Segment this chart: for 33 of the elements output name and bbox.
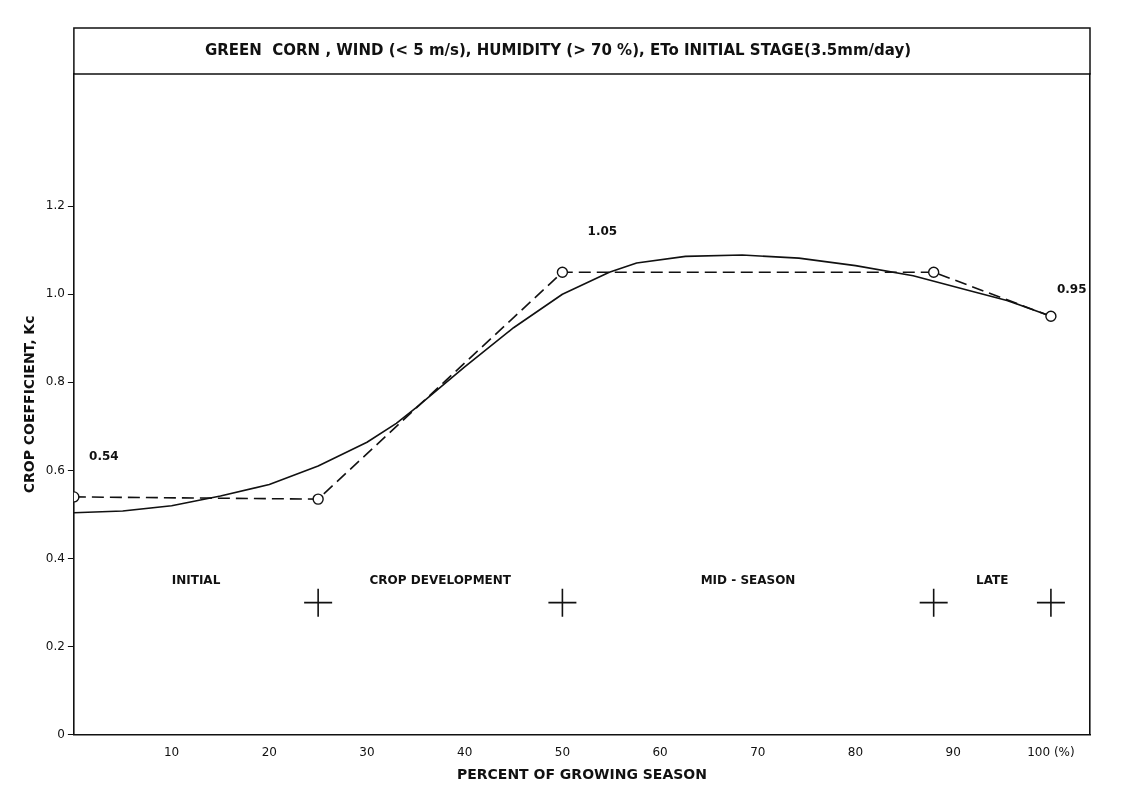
x-tick-label: 80 [847,745,864,760]
annotation: INITIAL [171,572,221,587]
x-tick-label: 40 [457,745,473,760]
x-tick-label: 10 [163,745,180,760]
y-tick-label: 0.6 [45,462,65,477]
y-tick-label: 1.0 [45,286,65,301]
annotation: CROP DEVELOPMENT [369,572,512,587]
annotation: MID - SEASON [700,572,796,587]
data-label: 0.95 [1056,282,1087,297]
data-label: 0.54 [89,449,119,464]
y-tick-label: 0 [57,726,65,741]
point [927,266,940,278]
x-tick-label: 20 [261,745,277,760]
x-tick-label: 30 [359,745,375,760]
x-tick-label: 60 [652,745,668,760]
y-axis-title: CROP COEFFICIENT, Kc [21,315,38,494]
data-label: 1.05 [587,224,618,239]
x-tick-label: 50 [554,745,571,760]
point [304,588,333,617]
chart-title: GREEN CORN , WIND (< 5 m/s), HUMIDITY (> 70 %), ETo INITIAL STAGE(3.5mm/day) [204,40,912,59]
point [556,266,569,278]
x-axis-title: PERCENT OF GROWING SEASON [456,766,707,783]
point [1036,588,1065,617]
y-tick-label: 0.4 [45,550,65,565]
y-tick-label: 0.2 [45,638,65,653]
point [312,493,324,505]
y-tick-label: 1.2 [45,198,65,213]
point [1045,310,1057,322]
x-tick-label: 100 (%) [1027,745,1075,760]
x-tick-label: 70 [750,745,766,760]
annotation: LATE [976,572,1009,587]
x-tick-label: 90 [945,745,961,760]
y-tick-label: 0.8 [45,374,65,389]
